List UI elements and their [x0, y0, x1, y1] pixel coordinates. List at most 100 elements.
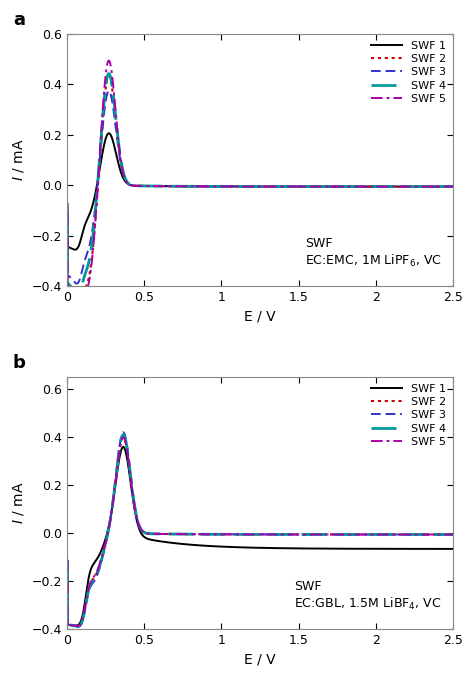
- SWF 1: [229, 543, 235, 551]
- SWF 1: [443, 545, 448, 553]
- SWF 2: [108, 511, 114, 519]
- SWF 1: [72, 245, 78, 254]
- Legend: SWF 1, SWF 2, SWF 3, SWF 4, SWF 5: SWF 1, SWF 2, SWF 3, SWF 4, SWF 5: [367, 379, 451, 452]
- SWF 5: [108, 511, 114, 519]
- SWF 2: [450, 530, 456, 538]
- SWF 4: [229, 182, 235, 191]
- Y-axis label: $I$ / mA: $I$ / mA: [11, 139, 26, 181]
- SWF 1: [212, 182, 218, 191]
- Line: SWF 2: SWF 2: [67, 76, 453, 304]
- SWF 4: [74, 292, 80, 300]
- SWF 2: [109, 78, 114, 86]
- SWF 3: [74, 279, 80, 287]
- SWF 4: [450, 530, 456, 538]
- Text: b: b: [13, 354, 26, 372]
- SWF 1: [131, 182, 137, 190]
- SWF 2: [401, 182, 407, 191]
- X-axis label: E / V: E / V: [244, 310, 276, 323]
- SWF 5: [64, 212, 70, 220]
- SWF 2: [443, 530, 448, 538]
- SWF 1: [108, 511, 114, 519]
- SWF 2: [64, 212, 70, 220]
- SWF 4: [64, 557, 70, 565]
- SWF 3: [106, 87, 112, 95]
- SWF 1: [229, 182, 235, 191]
- SWF 5: [229, 182, 235, 191]
- SWF 5: [212, 530, 218, 538]
- SWF 2: [443, 182, 448, 191]
- SWF 3: [401, 530, 407, 538]
- SWF 1: [73, 622, 79, 630]
- SWF 2: [75, 300, 81, 308]
- SWF 5: [74, 622, 80, 630]
- Line: SWF 5: SWF 5: [67, 60, 453, 304]
- SWF 1: [443, 182, 448, 191]
- SWF 4: [450, 182, 456, 191]
- SWF 4: [229, 530, 235, 538]
- SWF 1: [109, 132, 114, 140]
- SWF 2: [131, 182, 137, 190]
- SWF 2: [212, 530, 218, 538]
- SWF 5: [120, 433, 126, 441]
- SWF 3: [109, 92, 114, 100]
- SWF 4: [212, 530, 218, 538]
- SWF 5: [109, 64, 114, 73]
- Text: a: a: [13, 11, 25, 28]
- SWF 5: [443, 530, 448, 538]
- Line: SWF 1: SWF 1: [67, 134, 453, 250]
- SWF 3: [64, 557, 70, 565]
- SWF 5: [443, 182, 448, 191]
- SWF 3: [229, 182, 235, 191]
- SWF 2: [229, 182, 235, 191]
- SWF 3: [64, 207, 70, 216]
- SWF 3: [443, 182, 448, 191]
- SWF 1: [120, 443, 126, 451]
- SWF 1: [401, 182, 407, 191]
- SWF 2: [212, 182, 218, 191]
- Legend: SWF 1, SWF 2, SWF 3, SWF 4, SWF 5: SWF 1, SWF 2, SWF 3, SWF 4, SWF 5: [367, 36, 451, 108]
- SWF 3: [212, 530, 218, 538]
- SWF 4: [443, 182, 448, 191]
- SWF 5: [76, 300, 82, 308]
- Y-axis label: $I$ / mA: $I$ / mA: [11, 482, 26, 525]
- SWF 2: [450, 182, 456, 191]
- SWF 5: [401, 182, 407, 191]
- SWF 4: [106, 70, 112, 78]
- Line: SWF 1: SWF 1: [67, 447, 453, 626]
- SWF 4: [64, 210, 70, 218]
- SWF 4: [108, 511, 114, 519]
- SWF 1: [212, 542, 218, 551]
- Text: SWF
EC:EMC, 1M LiPF$_6$, VC: SWF EC:EMC, 1M LiPF$_6$, VC: [305, 237, 441, 268]
- SWF 5: [401, 530, 407, 538]
- Line: SWF 4: SWF 4: [67, 74, 453, 296]
- SWF 5: [106, 56, 111, 64]
- Line: SWF 2: SWF 2: [67, 437, 453, 626]
- SWF 4: [75, 622, 81, 631]
- SWF 2: [64, 557, 70, 565]
- SWF 5: [212, 182, 218, 191]
- Line: SWF 3: SWF 3: [67, 433, 453, 626]
- SWF 1: [131, 502, 137, 511]
- SWF 2: [131, 500, 137, 508]
- SWF 4: [401, 530, 407, 538]
- SWF 4: [131, 498, 137, 506]
- SWF 3: [443, 530, 448, 538]
- SWF 3: [401, 182, 407, 191]
- SWF 5: [229, 530, 235, 538]
- X-axis label: E / V: E / V: [244, 653, 276, 667]
- SWF 2: [120, 433, 126, 441]
- Text: SWF
EC:GBL, 1.5M LiBF$_4$, VC: SWF EC:GBL, 1.5M LiBF$_4$, VC: [294, 580, 441, 612]
- SWF 3: [131, 182, 137, 190]
- SWF 1: [450, 545, 456, 553]
- Line: SWF 5: SWF 5: [67, 437, 453, 626]
- SWF 2: [401, 530, 407, 538]
- SWF 3: [75, 622, 81, 631]
- SWF 4: [212, 182, 218, 191]
- SWF 4: [109, 76, 114, 84]
- SWF 3: [108, 511, 114, 519]
- Line: SWF 3: SWF 3: [67, 91, 453, 283]
- SWF 3: [229, 530, 235, 538]
- SWF 2: [106, 72, 112, 80]
- SWF 1: [64, 557, 70, 565]
- SWF 5: [131, 182, 137, 190]
